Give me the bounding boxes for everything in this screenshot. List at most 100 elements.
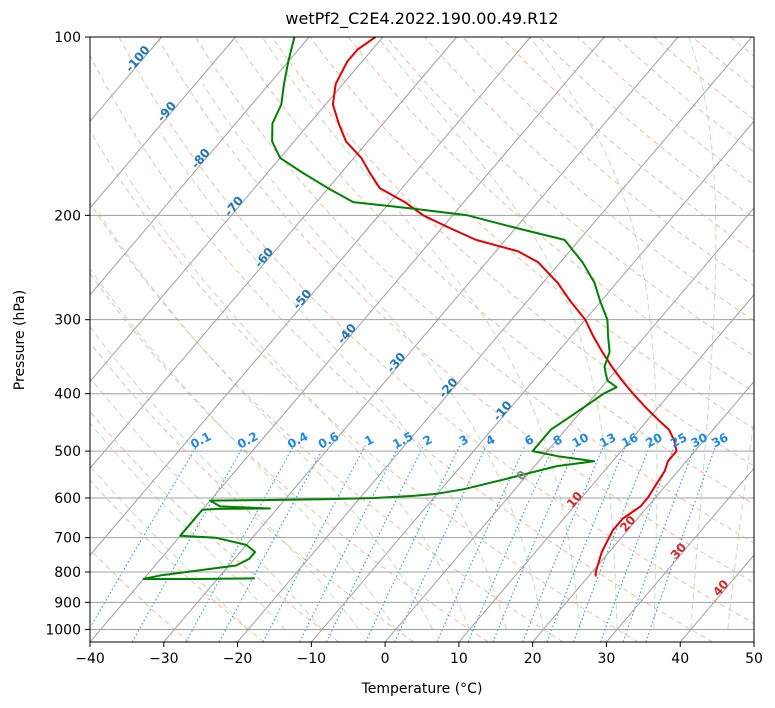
mixing-ratio-line: [492, 445, 577, 642]
sounding-traces: [142, 37, 678, 580]
y-tick-label: 400: [54, 387, 81, 403]
isotherm: [532, 380, 754, 642]
mixing-ratio-line: [622, 445, 696, 642]
dry-adiabat: [386, 37, 754, 357]
mixing-ratio-line: [90, 445, 198, 629]
mixing-ratio-label: 0.1: [188, 429, 213, 451]
moist-adiabat: [529, 37, 658, 630]
dry-adiabat: [156, 37, 754, 584]
isotherm: [90, 37, 310, 296]
chart-title: wetPf2_C2E4.2022.190.00.49.R12: [285, 9, 559, 28]
mixing-ratio-line: [131, 445, 245, 642]
y-tick-label: 700: [54, 531, 81, 547]
dewpoint-trace: [142, 37, 618, 580]
moist-adiabat: [90, 422, 286, 630]
dry-adiabat: [500, 37, 754, 253]
isotherm: [90, 37, 236, 209]
mixing-ratio-line: [365, 445, 461, 642]
mixing-ratio-line: [600, 445, 676, 642]
mixing-ratio-label: 25: [668, 430, 689, 450]
isotherm: [90, 37, 531, 556]
mixing-ratio-label: 0.6: [316, 429, 341, 451]
dry-adiabat: [90, 479, 265, 642]
mixing-ratio-line: [467, 445, 555, 642]
dry-adiabat: [769, 37, 775, 642]
dry-adiabat: [118, 37, 754, 624]
isotherm-label: 40: [710, 577, 731, 599]
x-tick-label: 20: [524, 651, 542, 667]
x-tick-label: −30: [149, 651, 179, 667]
moist-adiabat: [160, 132, 507, 630]
mixing-ratio-label: 8: [551, 432, 565, 448]
isotherm: [310, 120, 754, 642]
mixing-ratio-label: 36: [709, 430, 730, 450]
isotherm-label: 0: [513, 468, 529, 483]
isotherm-label: -30: [384, 350, 409, 376]
dry-adiabat: [90, 201, 564, 642]
dry-adiabat: [90, 54, 713, 642]
isotherm-label: -90: [154, 99, 179, 125]
mixing-ratio-label: 0.4: [285, 429, 310, 451]
dry-adiabat: [347, 37, 754, 393]
y-tick-label: 1000: [45, 622, 81, 638]
moist-adiabat: [377, 37, 618, 630]
x-tick-label: −20: [223, 651, 253, 667]
dry-adiabat: [462, 37, 754, 287]
mixing-ratio-line: [572, 445, 651, 642]
mixing-ratio-label: 13: [597, 430, 618, 450]
mixing-ratio-label: 1: [362, 432, 376, 448]
mixing-ratio-label: 16: [619, 430, 640, 450]
x-tick-label: 30: [598, 651, 616, 667]
isotherm-label: -20: [436, 375, 461, 401]
x-tick-label: 50: [745, 651, 763, 667]
mixing-ratio-line: [299, 445, 400, 642]
moist-adiabat: [688, 37, 717, 630]
mixing-ratio-label: 20: [643, 430, 664, 450]
mixing-ratio-line: [185, 445, 295, 642]
isotherm: [90, 37, 458, 470]
dry-adiabat: [691, 37, 754, 89]
plot-frame: [89, 36, 755, 643]
isotherm-label: -40: [334, 321, 359, 347]
isotherm-label: 20: [617, 513, 638, 535]
dry-adiabat: [615, 37, 754, 153]
background-grid: [90, 37, 775, 642]
mixing-ratio-label: 6: [522, 432, 536, 448]
moist-adiabat: [125, 173, 471, 630]
isotherm-label: 10: [564, 489, 585, 511]
dry-adiabat: [194, 37, 754, 544]
mixing-ratio-label: 4: [483, 432, 497, 448]
mixing-ratio-line: [645, 445, 717, 642]
x-tick-label: 0: [381, 651, 390, 667]
isotherm: [384, 207, 754, 642]
x-tick-label: 10: [450, 651, 468, 667]
isotherm: [753, 641, 754, 642]
isotherm-label: -60: [252, 245, 277, 271]
mixing-ratio-label: 30: [689, 430, 710, 450]
moist-adiabat: [95, 208, 434, 630]
y-tick-label: 800: [54, 565, 81, 581]
isotherm: [90, 37, 605, 642]
y-tick-label: 500: [54, 444, 81, 460]
moist-adiabat: [261, 37, 581, 630]
x-tick-label: −10: [297, 651, 327, 667]
moist-adiabat: [90, 377, 323, 630]
axes: −40 −30 −20 −10 0 10 20 30 40 5010020030040050060…: [45, 30, 763, 667]
mixing-ratio-label: 10: [570, 430, 591, 450]
dry-adiabat: [233, 37, 754, 505]
isotherm: [606, 467, 754, 642]
isotherm: [90, 37, 384, 383]
y-tick-label: 100: [54, 30, 81, 46]
y-tick-label: 600: [54, 491, 81, 507]
x-tick-label: −40: [75, 651, 105, 667]
isotherm: [679, 554, 754, 642]
dry-adiabat: [730, 37, 754, 57]
x-tick-label: 40: [671, 651, 689, 667]
mixing-ratio-label: 3: [457, 432, 471, 448]
dry-adiabat: [90, 129, 639, 642]
moist-adiabat: [90, 325, 360, 630]
dry-adiabat: [90, 272, 489, 642]
y-tick-label: 900: [54, 595, 81, 611]
isotherm: [458, 294, 754, 642]
